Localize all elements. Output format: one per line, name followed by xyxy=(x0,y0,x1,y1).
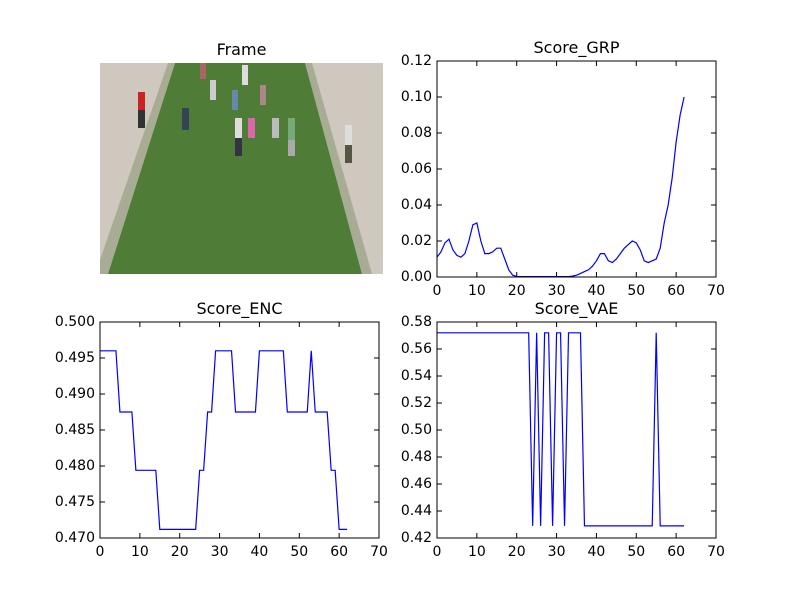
y-tick-label: 0.12 xyxy=(401,53,432,69)
x-tick-label: 40 xyxy=(588,283,606,299)
axes-frame xyxy=(436,60,717,278)
x-tick-label: 50 xyxy=(290,544,308,560)
y-tick-label: 0.54 xyxy=(401,368,432,384)
x-tick-label: 40 xyxy=(588,544,606,560)
x-tick-label: 30 xyxy=(211,544,229,560)
y-tick-label: 0.58 xyxy=(401,314,432,330)
y-tick-label: 0.50 xyxy=(401,422,432,438)
y-tick-label: 0.470 xyxy=(55,530,95,546)
line-series xyxy=(437,332,685,527)
x-tick-label: 20 xyxy=(508,544,526,560)
y-tick-label: 0.00 xyxy=(401,269,432,285)
y-tick-label: 0.04 xyxy=(401,197,432,213)
axes-frame xyxy=(436,321,717,539)
x-tick-label: 0 xyxy=(433,544,442,560)
line-series xyxy=(100,350,348,530)
y-tick-label: 0.480 xyxy=(55,458,95,474)
x-tick-label: 70 xyxy=(707,283,725,299)
x-tick-label: 70 xyxy=(707,544,725,560)
y-tick-label: 0.42 xyxy=(401,530,432,546)
y-tick-label: 0.08 xyxy=(401,125,432,141)
axes-frame xyxy=(99,321,380,539)
y-tick-label: 0.06 xyxy=(401,161,432,177)
x-tick-label: 10 xyxy=(468,544,486,560)
x-tick-label: 0 xyxy=(96,544,105,560)
x-tick-label: 30 xyxy=(548,283,566,299)
x-tick-label: 20 xyxy=(171,544,189,560)
y-tick-label: 0.02 xyxy=(401,233,432,249)
y-tick-label: 0.46 xyxy=(401,476,432,492)
y-tick-label: 0.56 xyxy=(401,341,432,357)
x-tick-label: 20 xyxy=(508,283,526,299)
x-tick-label: 30 xyxy=(548,544,566,560)
x-tick-label: 50 xyxy=(627,283,645,299)
chart-title: Score_VAE xyxy=(535,299,619,319)
x-tick-label: 60 xyxy=(330,544,348,560)
frame-image xyxy=(100,63,383,274)
y-tick-label: 0.10 xyxy=(401,89,432,105)
y-tick-label: 0.44 xyxy=(401,503,432,519)
chart-title: Frame xyxy=(217,40,267,59)
x-tick-label: 0 xyxy=(433,283,442,299)
chart-title: Score_GRP xyxy=(534,38,620,58)
y-tick-label: 0.52 xyxy=(401,395,432,411)
x-tick-label: 70 xyxy=(370,544,388,560)
chart-title: Score_ENC xyxy=(196,299,282,319)
x-tick-label: 10 xyxy=(131,544,149,560)
y-tick-label: 0.500 xyxy=(55,314,95,330)
y-tick-label: 0.485 xyxy=(55,422,95,438)
y-tick-label: 0.495 xyxy=(55,350,95,366)
y-tick-label: 0.48 xyxy=(401,449,432,465)
x-tick-label: 10 xyxy=(468,283,486,299)
x-tick-label: 60 xyxy=(667,544,685,560)
x-tick-label: 50 xyxy=(627,544,645,560)
y-tick-label: 0.475 xyxy=(55,494,95,510)
y-tick-label: 0.490 xyxy=(55,386,95,402)
x-tick-label: 60 xyxy=(667,283,685,299)
x-tick-label: 40 xyxy=(251,544,269,560)
